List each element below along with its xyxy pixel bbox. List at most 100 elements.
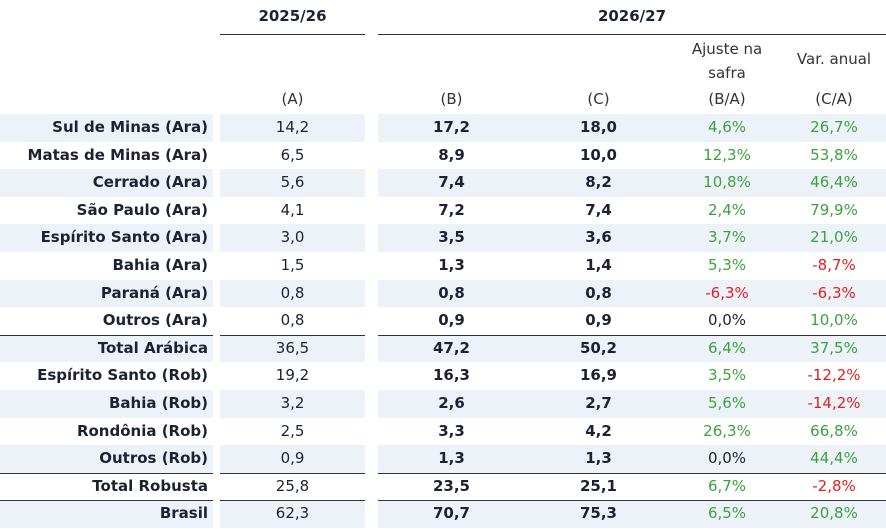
row-shade xyxy=(220,169,365,197)
cell: 1,5 xyxy=(280,256,305,274)
row-rule xyxy=(378,334,886,336)
cell: 0,8 xyxy=(280,283,305,302)
cell: 10,0 xyxy=(579,145,617,164)
cell: -2,8% xyxy=(812,476,856,495)
cell: 2,6 xyxy=(438,394,465,412)
row-shade xyxy=(378,500,886,528)
row-shade xyxy=(220,390,365,418)
column-label: (A) xyxy=(281,90,304,108)
column-label: (C/A) xyxy=(815,90,853,108)
row-shade xyxy=(220,334,365,363)
row-label: Total Robusta xyxy=(92,476,208,495)
cell: -14,2% xyxy=(807,394,861,412)
cell: 0,8 xyxy=(438,283,465,302)
group-header: 2025/26 xyxy=(258,7,327,25)
cell: 3,0 xyxy=(280,228,305,247)
row-shade xyxy=(220,500,365,528)
cell: 4,2 xyxy=(585,421,612,440)
cell: 53,8% xyxy=(810,145,858,164)
cell: 50,2 xyxy=(579,338,617,357)
cell: 66,8% xyxy=(810,421,858,440)
row-label: Brasil xyxy=(159,504,208,523)
cell: 16,3 xyxy=(432,366,470,385)
cell: 6,5 xyxy=(280,145,305,164)
cell: 10,8% xyxy=(703,173,751,192)
cell: 0,0% xyxy=(707,311,747,330)
row-rule xyxy=(378,472,886,474)
column-label: (B/A) xyxy=(708,90,746,108)
cell: 0,8 xyxy=(585,283,612,302)
cell: 21,0% xyxy=(810,228,858,247)
row-shade xyxy=(378,334,886,363)
cell: 70,7 xyxy=(432,504,470,523)
row-label: Sul de Minas (Ara) xyxy=(52,118,208,136)
cell: 10,0% xyxy=(810,311,858,330)
cell: 6,5% xyxy=(707,504,747,523)
cell: 16,9 xyxy=(579,366,617,385)
cell: -8,7% xyxy=(812,256,856,274)
cell: 3,2 xyxy=(280,394,305,412)
group-header: 2026/27 xyxy=(597,7,667,25)
cell: 5,6% xyxy=(707,394,747,412)
cell: 25,1 xyxy=(579,476,617,495)
cell: 14,2 xyxy=(275,118,310,136)
cell: -12,2% xyxy=(807,366,861,385)
row-shade xyxy=(0,169,213,197)
cell: 37,5% xyxy=(810,338,858,357)
row-shade xyxy=(0,500,213,528)
cell: 3,6 xyxy=(585,228,612,247)
column-title: Ajuste na safra xyxy=(691,40,763,82)
cell: 7,4 xyxy=(585,200,612,219)
cell: 25,8 xyxy=(275,476,310,495)
cell: 7,4 xyxy=(438,173,465,192)
cell: 3,5 xyxy=(438,228,465,247)
row-shade xyxy=(220,445,365,473)
column-title: Var. anual xyxy=(796,50,872,68)
row-shade xyxy=(0,445,213,473)
cell: 44,4% xyxy=(810,449,858,468)
row-label: Rondônia (Rob) xyxy=(76,421,208,440)
column-label: (B) xyxy=(440,90,463,108)
row-label: Outros (Rob) xyxy=(99,449,208,468)
cell: 17,2 xyxy=(432,118,470,136)
cell: 7,2 xyxy=(438,200,465,219)
cell: 1,4 xyxy=(585,256,612,274)
cell: 23,5 xyxy=(432,476,470,495)
row-shade xyxy=(378,279,886,308)
column-label: (C) xyxy=(587,90,610,108)
row-shade xyxy=(220,114,365,142)
cell: 2,4% xyxy=(707,200,747,219)
row-shade xyxy=(378,169,886,197)
row-label: São Paulo (Ara) xyxy=(76,200,208,219)
cell: 8,9 xyxy=(438,145,465,164)
row-shade xyxy=(378,224,886,252)
header-rule xyxy=(378,34,886,35)
row-shade xyxy=(220,279,365,308)
row-rule xyxy=(0,472,213,474)
cell: 0,8 xyxy=(280,311,305,330)
cell: 46,4% xyxy=(810,173,858,192)
cell: 19,2 xyxy=(275,366,310,385)
row-rule xyxy=(0,334,213,336)
cell: 20,8% xyxy=(810,504,858,523)
cell: 36,5 xyxy=(275,338,310,357)
row-shade xyxy=(378,114,886,142)
cell: 47,2 xyxy=(432,338,470,357)
row-shade xyxy=(0,224,213,252)
cell: 5,6 xyxy=(280,173,305,192)
cell: 0,0% xyxy=(707,449,747,468)
cell: 26,7% xyxy=(810,118,858,136)
row-label: Outros (Ara) xyxy=(102,311,208,330)
row-shade xyxy=(0,114,213,142)
row-label: Bahia (Rob) xyxy=(108,394,208,412)
row-label: Cerrado (Ara) xyxy=(92,173,208,192)
row-shade xyxy=(0,390,213,418)
cell: 18,0 xyxy=(579,118,617,136)
cell: 8,2 xyxy=(585,173,612,192)
row-shade xyxy=(378,390,886,418)
cell: 2,5 xyxy=(280,421,305,440)
row-label: Bahia (Ara) xyxy=(112,256,208,274)
cell: 6,4% xyxy=(707,338,747,357)
row-shade xyxy=(378,445,886,473)
cell: 1,3 xyxy=(438,256,465,274)
